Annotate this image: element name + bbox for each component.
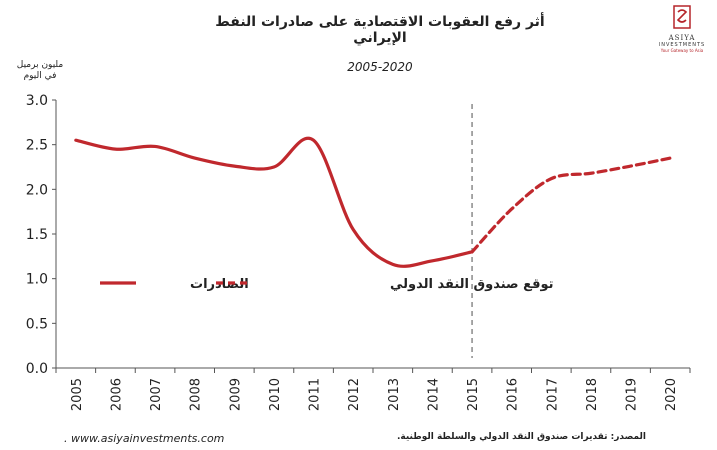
y-tick-label: 0.5 [26,316,48,332]
x-tick-label: 2011 [308,378,323,411]
y-tick-label: 3.0 [26,93,48,109]
series-line-0 [74,136,474,268]
y-tick-label: 2.0 [26,182,48,198]
source-note: المصدر: تقديرات صندوق النقد الدولي والسل… [397,432,646,442]
chart-subtitle: 2005-2020 [347,60,413,74]
logo-name: ASIYA [668,34,696,42]
x-tick-label: 2008 [189,378,204,411]
x-tick-label: 2013 [387,378,402,411]
y-axis-label: مليون برميل في اليوم [16,60,64,81]
x-tick-label: 2014 [426,378,441,411]
x-tick-label: 2018 [585,378,600,411]
x-tick-label: 2020 [664,378,679,411]
series-line-1 [470,156,672,254]
x-tick-label: 2012 [347,378,362,411]
website-link[interactable]: . www.asiyainvestments.com [64,432,225,445]
company-logo: ASIYA INVESTMENTS Your Gateway to Asia [652,4,712,53]
x-tick-label: 2016 [506,378,521,411]
logo-tagline: Your Gateway to Asia [660,48,704,53]
x-tick-label: 2006 [109,378,124,411]
logo-mark-icon [673,5,691,29]
legend-label-0: الصادرات [190,277,249,292]
y-tick-label: 0.0 [26,361,48,377]
x-tick-label: 2017 [545,378,560,411]
y-tick-label: 1.5 [26,227,48,243]
x-tick-label: 2009 [228,378,243,411]
x-tick-label: 2015 [466,378,481,411]
chart-title: أثر رفع العقوبات الاقتصادية على صادرات ا… [215,14,545,46]
x-tick-label: 2019 [625,378,640,411]
x-tick-label: 2010 [268,378,283,411]
legend-label-1: توقع صندوق النقد الدولي [390,277,554,292]
y-tick-label: 2.5 [26,138,48,154]
x-tick-label: 2007 [149,378,164,411]
y-tick-label: 1.0 [26,272,48,288]
logo-subtitle: INVESTMENTS [658,42,706,48]
x-tick-label: 2005 [70,378,85,411]
